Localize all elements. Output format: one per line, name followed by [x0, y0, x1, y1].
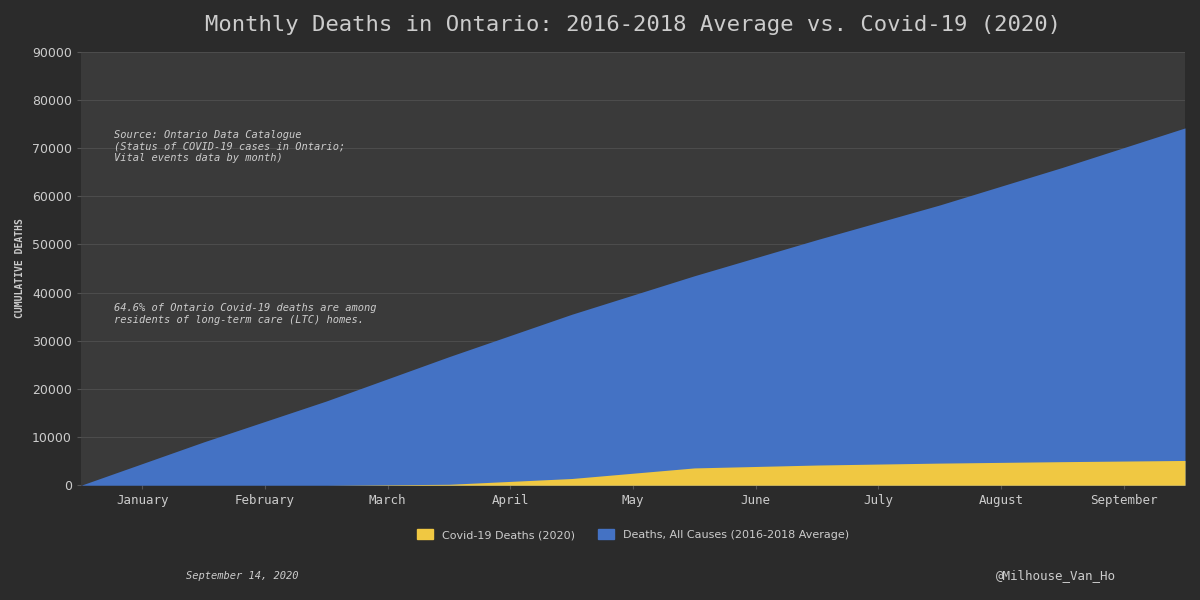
Text: Source: Ontario Data Catalogue
(Status of COVID-19 cases in Ontario;
Vital event: Source: Ontario Data Catalogue (Status o…: [114, 130, 346, 163]
Text: September 14, 2020: September 14, 2020: [186, 571, 299, 581]
Title: Monthly Deaths in Ontario: 2016-2018 Average vs. Covid-19 (2020): Monthly Deaths in Ontario: 2016-2018 Ave…: [205, 15, 1061, 35]
Y-axis label: CUMULATIVE DEATHS: CUMULATIVE DEATHS: [14, 218, 25, 319]
Text: 64.6% of Ontario Covid-19 deaths are among
residents of long-term care (LTC) hom: 64.6% of Ontario Covid-19 deaths are amo…: [114, 303, 377, 325]
Text: @Milhouse_Van_Ho: @Milhouse_Van_Ho: [996, 569, 1116, 582]
Legend: Covid-19 Deaths (2020), Deaths, All Causes (2016-2018 Average): Covid-19 Deaths (2020), Deaths, All Caus…: [413, 525, 853, 545]
